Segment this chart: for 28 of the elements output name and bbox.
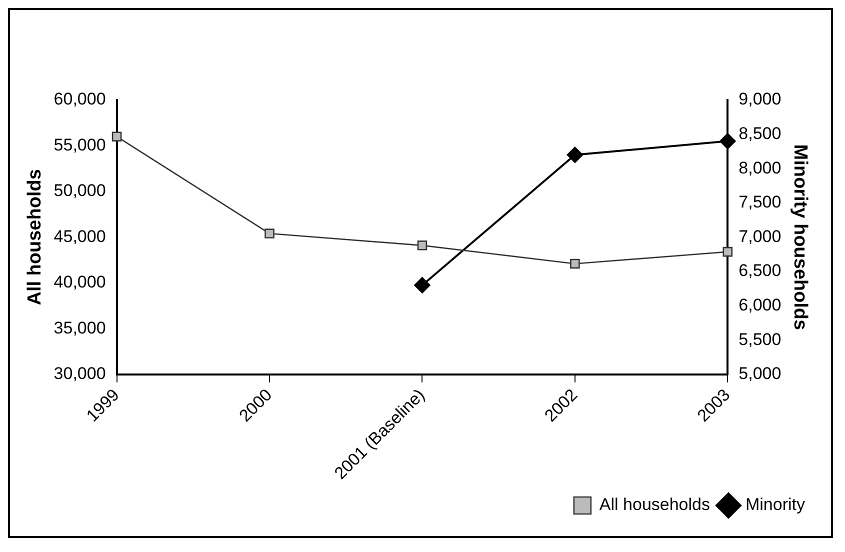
point [414, 277, 430, 294]
y2-tick-label: 7,000 [738, 226, 782, 246]
y2-tick-label: 8,000 [738, 158, 782, 178]
y2-tick-label: 6,000 [738, 295, 782, 314]
point [720, 133, 736, 150]
y-tick-label: 60,000 [54, 90, 106, 109]
point [417, 240, 428, 250]
y-tick-label: 40,000 [54, 272, 106, 292]
y-tick-label: 55,000 [54, 135, 106, 154]
y2-tick-label: 5,500 [738, 330, 782, 349]
y2-tick-label: 9,000 [738, 90, 782, 109]
y-tick-label: 45,000 [54, 226, 106, 246]
y2-tick-label: 5,000 [738, 364, 782, 384]
point [722, 246, 733, 257]
point [112, 132, 122, 142]
y2-tick-label: 7,500 [738, 192, 782, 212]
y-tick-label: 30,000 [54, 364, 106, 384]
y-tick-label: 50,000 [54, 181, 106, 200]
point [264, 228, 274, 238]
legend-label: Minority [745, 495, 806, 514]
point [566, 146, 583, 163]
point [570, 258, 580, 269]
legend-label: All households [599, 495, 710, 514]
y-tick-label: 35,000 [54, 318, 106, 338]
y2-axis-title: Minority households [789, 144, 810, 330]
y2-tick-label: 8,500 [738, 124, 782, 143]
y-axis-title: All households [24, 169, 46, 306]
y2-tick-label: 6,500 [738, 261, 782, 280]
